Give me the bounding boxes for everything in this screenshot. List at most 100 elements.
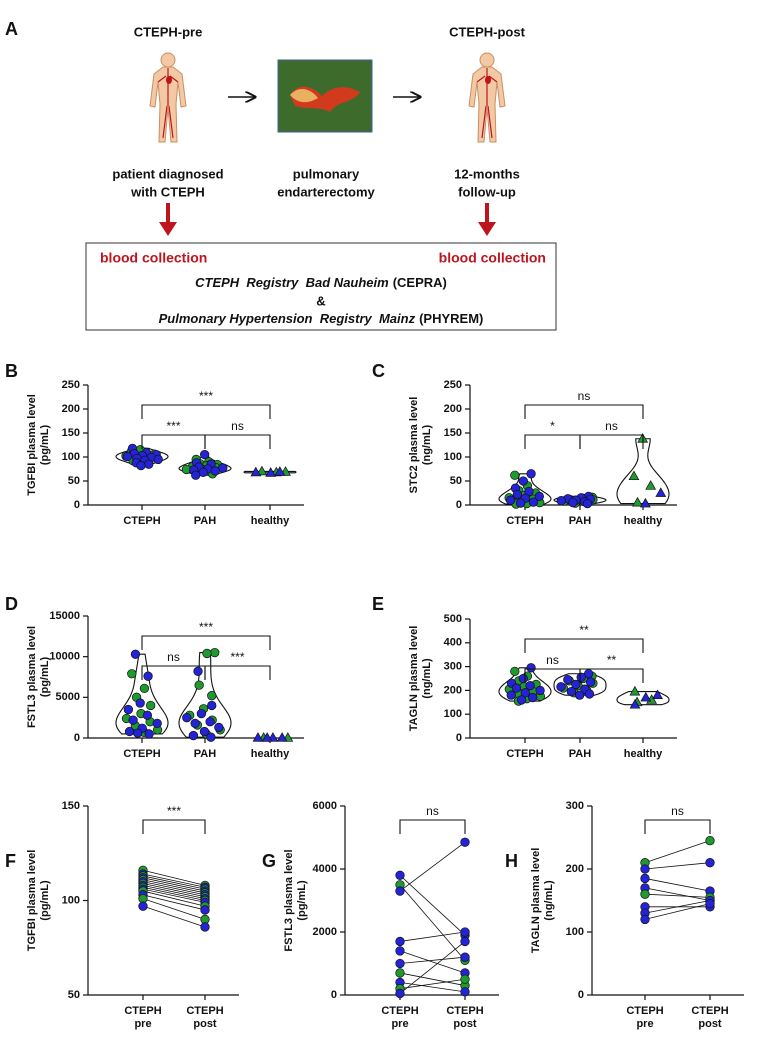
point xyxy=(139,683,150,694)
point xyxy=(194,680,204,690)
registry-name: Pulmonary Hypertension Registry Mainz xyxy=(159,311,416,326)
x-tick-label: CTEPH xyxy=(691,1005,728,1017)
pair-line xyxy=(142,890,206,907)
significance-label: *** xyxy=(167,804,181,818)
registry-abbr: (PHYREM) xyxy=(419,311,483,326)
x-tick-label: PAH xyxy=(194,515,216,527)
y-tick-label: 250 xyxy=(444,379,462,391)
stage-title: CTEPH-pre xyxy=(134,24,203,39)
caption: patient diagnosed xyxy=(112,166,223,181)
pair-line xyxy=(644,903,711,920)
chart-b: B 0 50 100 150 200 250 TGFBI plasma level (pg/mL… xyxy=(5,361,304,527)
point xyxy=(535,685,545,696)
point xyxy=(395,958,405,969)
point xyxy=(652,689,663,700)
point xyxy=(207,691,217,701)
stage-title: CTEPH-post xyxy=(449,24,526,39)
point xyxy=(585,677,596,687)
point xyxy=(640,914,650,925)
point xyxy=(152,718,162,729)
bracket xyxy=(579,434,644,449)
point xyxy=(124,726,135,737)
point xyxy=(525,680,535,691)
point xyxy=(629,698,641,709)
point xyxy=(256,465,268,476)
x-tick-label: pre xyxy=(391,1018,408,1030)
point xyxy=(505,495,516,505)
point xyxy=(566,686,577,697)
x-tick-label: CTEPH xyxy=(123,748,160,760)
point xyxy=(128,715,138,725)
specimen-photo xyxy=(277,59,373,133)
pair-line xyxy=(142,886,206,901)
y-tick-label: 50 xyxy=(450,475,462,487)
point xyxy=(144,729,154,739)
y-tick-label: 50 xyxy=(68,475,80,487)
x-tick-label: CTEPH xyxy=(186,1005,223,1017)
pair-line xyxy=(644,840,711,864)
point xyxy=(153,454,163,465)
point xyxy=(528,692,538,703)
significance-label: * xyxy=(550,419,555,433)
point xyxy=(144,459,154,469)
x-tick-label: PAH xyxy=(569,748,591,760)
y-axis-label: FSTL3 plasma level xyxy=(26,626,38,728)
pair-line xyxy=(142,881,206,896)
point xyxy=(265,467,277,477)
pair-line xyxy=(142,898,206,920)
significance-label: ns xyxy=(605,419,618,433)
y-tick-label: 0 xyxy=(74,499,80,511)
point xyxy=(395,968,405,978)
point xyxy=(518,673,528,684)
point xyxy=(460,987,470,997)
point xyxy=(640,497,651,508)
point xyxy=(261,732,273,742)
y-axis-label: (ng/mL) xyxy=(543,880,555,921)
significance-label: *** xyxy=(199,620,213,634)
x-tick-label: CTEPH xyxy=(446,1005,483,1017)
point xyxy=(130,649,141,659)
pair-line xyxy=(644,893,711,898)
x-tick-label: CTEPH xyxy=(626,1005,663,1017)
caption: pulmonary xyxy=(293,166,360,181)
point xyxy=(515,498,526,508)
violin xyxy=(498,667,552,702)
y-tick-label: 0 xyxy=(456,732,462,744)
pair-line xyxy=(142,879,206,894)
pair-line xyxy=(644,878,711,892)
point xyxy=(510,666,520,677)
point xyxy=(571,679,581,690)
registry: CTEPH Registry Bad Nauheim (CEPRA) xyxy=(195,275,447,290)
point xyxy=(511,683,522,693)
panel-letter: B xyxy=(5,361,18,381)
y-axis-label: (ng/mL) xyxy=(421,425,433,466)
y-tick-label: 300 xyxy=(566,800,584,812)
pair-line xyxy=(142,888,206,903)
point xyxy=(534,491,544,502)
significance-label: ns xyxy=(578,389,591,403)
x-tick-label: pre xyxy=(134,1018,151,1030)
pair-line xyxy=(142,883,206,898)
pair-line xyxy=(399,884,466,961)
point xyxy=(506,690,516,700)
significance-label: ** xyxy=(607,653,617,667)
joiner: & xyxy=(316,293,325,308)
bracket xyxy=(579,668,644,683)
significance-label: ** xyxy=(579,623,589,637)
violin xyxy=(616,691,670,706)
bracket xyxy=(399,819,466,834)
point xyxy=(193,666,203,676)
y-axis-label: TGFBI plasma level xyxy=(26,394,38,495)
point xyxy=(252,732,264,742)
point xyxy=(136,460,146,471)
chart-h: H 0 100 200 300 TAGLN plasma level (ng/mL) CTEP… xyxy=(505,800,744,1030)
bracket xyxy=(524,404,644,419)
y-tick-label: 500 xyxy=(444,613,462,625)
x-tick-label: healthy xyxy=(251,515,290,527)
x-tick-label: CTEPH xyxy=(124,1005,161,1017)
y-tick-label: 200 xyxy=(566,863,584,875)
significance-label: ns xyxy=(546,653,559,667)
significance-label: ns xyxy=(426,804,439,818)
